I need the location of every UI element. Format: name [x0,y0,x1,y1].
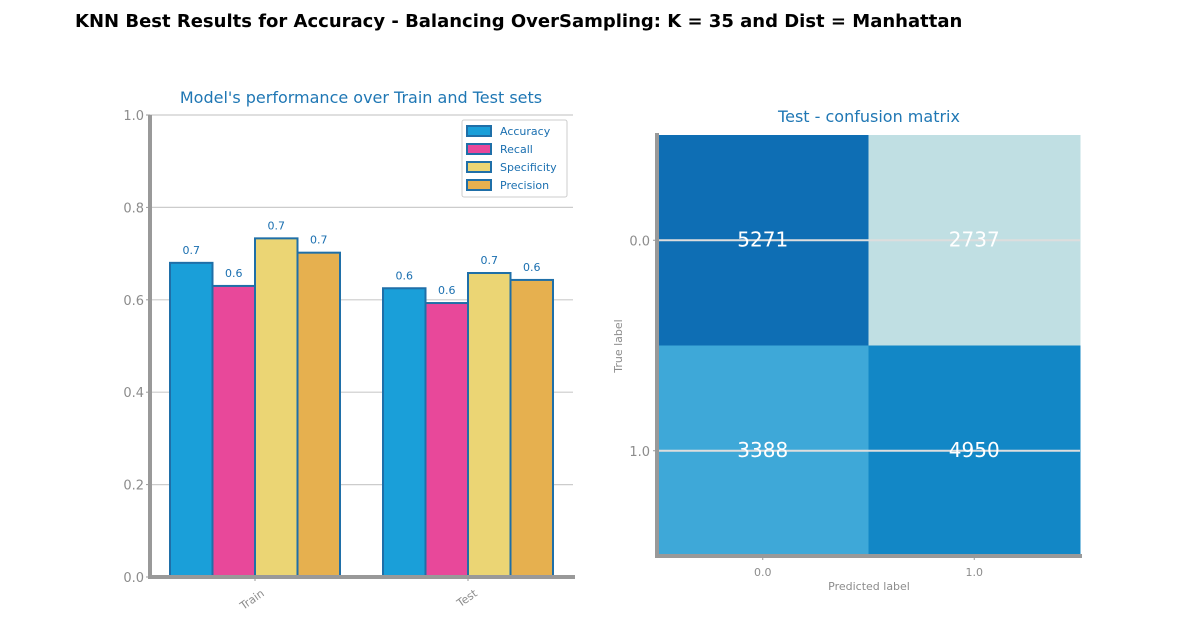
confusion-matrix-gridlines [657,239,1080,452]
y-tick-label: 0.6 [123,294,144,309]
x-tick-label: Test [454,586,481,610]
bar-chart-y-ticks: 0.0 0.2 0.4 0.6 0.8 1.0 [123,109,150,586]
legend-swatch-specificity [466,161,492,173]
confusion-matrix-x-label: Predicted label [828,580,910,593]
cm-cell-value: 5271 [737,227,788,251]
cm-cell-value: 2737 [949,227,1000,251]
legend-label-precision: Precision [500,179,549,192]
figure-suptitle: KNN Best Results for Accuracy - Balancin… [75,11,962,32]
y-tick-label: 0.4 [123,386,144,401]
bar-chart-legend: Accuracy Recall Specificity Precision [461,119,568,198]
bar-accuracy-train [169,261,214,578]
bar-recall-train [211,284,256,578]
y-tick-label: 1.0 [629,445,650,460]
confusion-matrix-x-ticks: 0.0 1.0 [754,556,983,579]
bar-chart: Model's performance over Train and Test … [123,88,575,613]
bar-data-label: 0.6 [523,261,541,274]
confusion-matrix-values: 5271 2737 3388 4950 [737,227,999,462]
bar-data-label: 0.6 [396,269,414,282]
bar-chart-x-ticks: Train Test [237,577,480,613]
confusion-matrix: Test - confusion matrix 5271 2737 3388 4950… [612,107,1082,593]
legend-label-specificity: Specificity [500,161,557,174]
y-tick-label: 0.0 [629,234,650,249]
y-tick-label: 0.8 [123,201,144,216]
bar-recall-test [424,302,469,578]
confusion-matrix-y-ticks: 0.0 1.0 [629,234,657,460]
confusion-matrix-title: Test - confusion matrix [777,107,960,126]
bar-precision-test [509,278,554,578]
y-tick-label: 0.0 [123,571,144,586]
legend-frame [461,119,568,198]
bar-data-label: 0.7 [310,234,328,247]
bar-specificity-train [254,237,299,578]
bar-chart-data-labels: 0.7 0.6 0.7 0.7 0.6 0.6 0.7 0.6 [183,219,541,297]
y-tick-label: 0.2 [123,479,144,494]
x-tick-label: Train [237,587,267,613]
x-tick-label: 1.0 [966,566,984,579]
bar-specificity-test [467,272,512,578]
legend-swatch-recall [466,143,492,155]
cm-cell-value: 3388 [737,438,788,462]
bar-data-label: 0.7 [183,244,201,257]
confusion-matrix-y-label: True label [612,319,625,373]
bar-data-label: 0.6 [225,267,243,280]
y-tick-label: 1.0 [123,109,144,124]
x-tick-label: 0.0 [754,566,772,579]
legend-label-recall: Recall [500,143,533,156]
bar-accuracy-test [382,287,427,578]
bar-chart-bars [169,237,554,578]
bar-data-label: 0.7 [268,219,286,232]
bar-chart-title: Model's performance over Train and Test … [180,88,542,107]
bar-precision-train [296,251,341,578]
confusion-matrix-cells [657,135,1081,557]
cm-cell-value: 4950 [949,438,1000,462]
legend-swatch-accuracy [466,125,492,137]
legend-swatch-precision [466,179,492,191]
bar-data-label: 0.7 [481,254,499,267]
bar-data-label: 0.6 [438,284,456,297]
legend-label-accuracy: Accuracy [500,125,551,138]
